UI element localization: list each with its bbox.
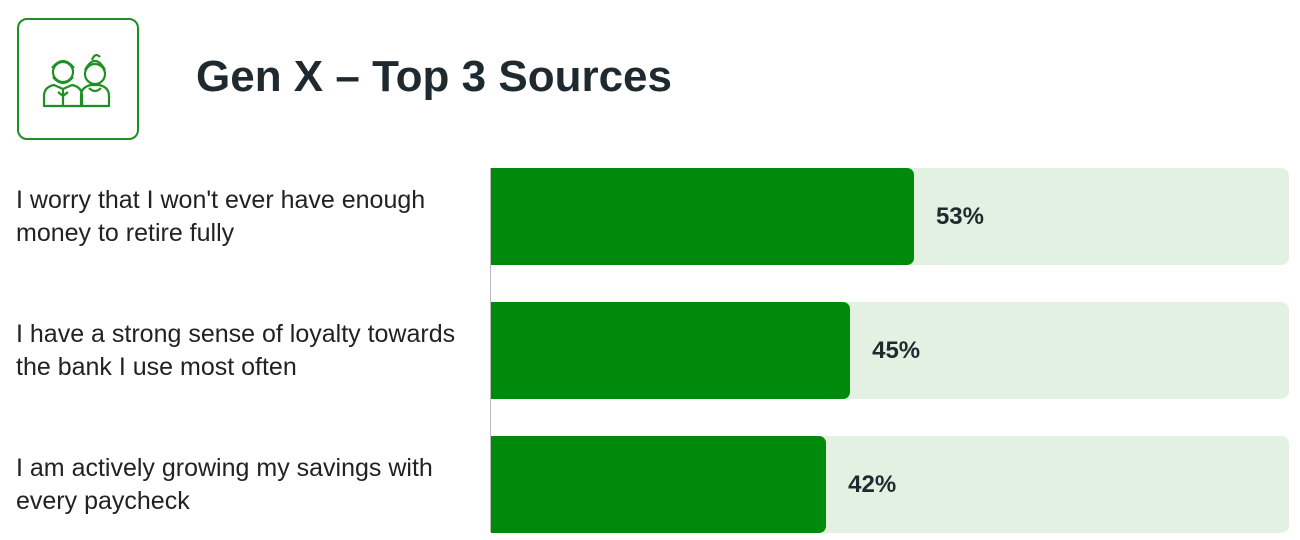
chart-title: Gen X – Top 3 Sources — [196, 52, 672, 101]
category-label: I am actively growing my savings with ev… — [16, 453, 433, 515]
bar — [491, 302, 851, 399]
value-label: 53% — [935, 202, 984, 230]
icon-box — [17, 18, 139, 140]
value-label: 45% — [872, 336, 921, 364]
bar — [491, 168, 914, 265]
axis-line — [490, 168, 491, 532]
bar — [491, 436, 827, 533]
couple-icon — [42, 53, 111, 108]
value-label: 42% — [848, 470, 897, 498]
category-label: I worry that I won't ever have enough mo… — [16, 185, 426, 247]
category-label: I have a strong sense of loyalty towards… — [16, 319, 456, 381]
